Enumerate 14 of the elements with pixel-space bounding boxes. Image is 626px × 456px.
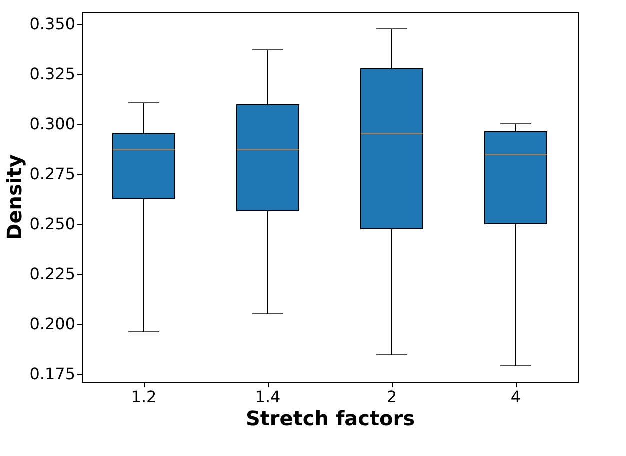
y-tick-label: 0.300 (30, 114, 76, 134)
x-tick-label: 1.2 (131, 388, 157, 406)
y-tick-label: 0.275 (30, 164, 76, 184)
y-axis-title: Density (2, 154, 27, 240)
y-tick-label: 0.225 (30, 264, 76, 284)
y-tick-label: 0.325 (30, 64, 76, 84)
y-tick-label: 0.250 (30, 214, 76, 234)
x-tick-label: 2 (386, 388, 398, 406)
x-axis-title: Stretch factors (246, 406, 416, 430)
y-tick-label: 0.175 (30, 364, 76, 384)
y-tick-label: 0.200 (30, 314, 76, 334)
y-tick-label: 0.350 (30, 14, 76, 34)
x-tick-label: 4 (510, 388, 522, 406)
x-tick-label: 1.4 (255, 388, 281, 406)
